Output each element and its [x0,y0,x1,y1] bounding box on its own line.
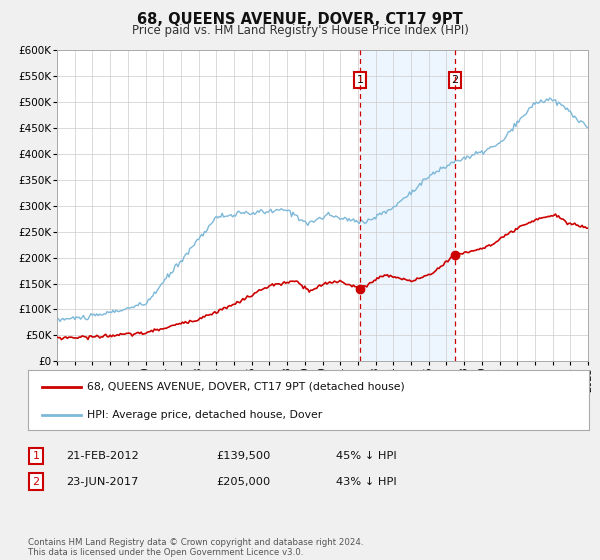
Text: 43% ↓ HPI: 43% ↓ HPI [336,477,397,487]
Text: 21-FEB-2012: 21-FEB-2012 [66,451,139,461]
Text: £205,000: £205,000 [216,477,270,487]
Text: £139,500: £139,500 [216,451,271,461]
Text: 1: 1 [356,75,364,85]
Text: 2: 2 [32,477,40,487]
Text: 45% ↓ HPI: 45% ↓ HPI [336,451,397,461]
Text: HPI: Average price, detached house, Dover: HPI: Average price, detached house, Dove… [87,410,322,420]
Text: 23-JUN-2017: 23-JUN-2017 [66,477,139,487]
Text: 1: 1 [32,451,40,461]
Text: 2: 2 [451,75,458,85]
Text: Contains HM Land Registry data © Crown copyright and database right 2024.
This d: Contains HM Land Registry data © Crown c… [28,538,364,557]
Text: Price paid vs. HM Land Registry's House Price Index (HPI): Price paid vs. HM Land Registry's House … [131,24,469,37]
Text: 68, QUEENS AVENUE, DOVER, CT17 9PT: 68, QUEENS AVENUE, DOVER, CT17 9PT [137,12,463,27]
Text: 68, QUEENS AVENUE, DOVER, CT17 9PT (detached house): 68, QUEENS AVENUE, DOVER, CT17 9PT (deta… [87,381,405,391]
Bar [360,50,455,361]
